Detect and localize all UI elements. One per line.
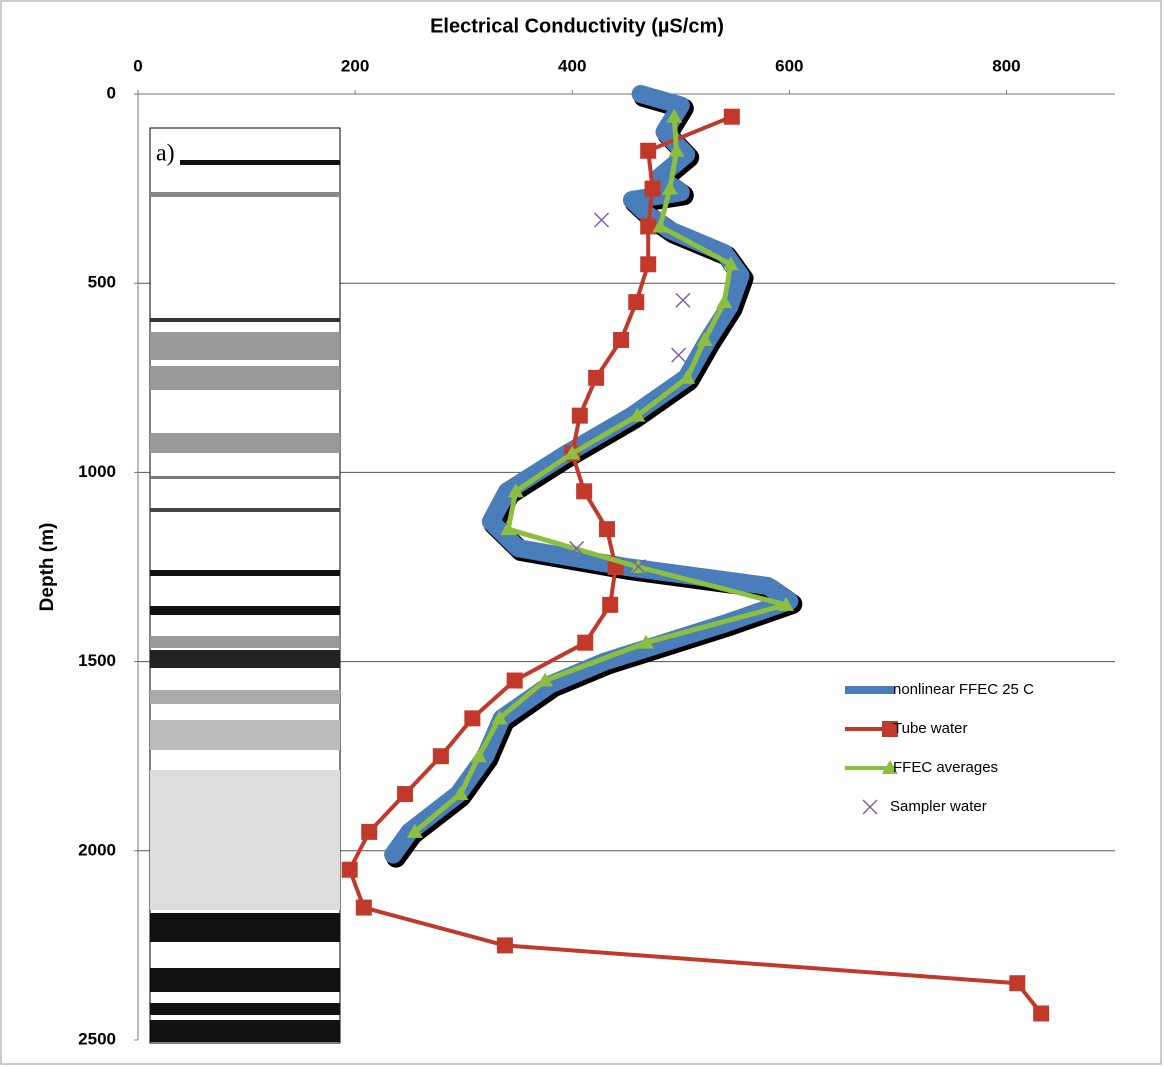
square-marker: [577, 635, 593, 651]
litho-band: [150, 690, 340, 704]
square-marker: [576, 483, 592, 499]
square-marker: [602, 597, 618, 613]
litho-band: [150, 606, 340, 615]
x-tick-label: 400: [558, 56, 586, 75]
x-tick-label: 600: [775, 56, 803, 75]
square-marker: [342, 862, 358, 878]
square-marker: [628, 294, 644, 310]
legend-label: Sampler water: [890, 798, 987, 815]
y-tick-label: 2000: [78, 840, 116, 859]
litho-band: [150, 636, 340, 648]
litho-band: [150, 770, 340, 910]
litho-band: [180, 160, 340, 165]
square-marker: [572, 408, 588, 424]
litho-band: [150, 192, 340, 197]
litho-band: [150, 433, 340, 453]
litho-band: [150, 332, 340, 360]
square-marker: [640, 256, 656, 272]
square-marker: [724, 109, 740, 125]
litho-band: [150, 318, 340, 322]
square-marker: [361, 824, 377, 840]
litho-band: [150, 913, 340, 942]
legend-label: FFEC averages: [893, 759, 998, 776]
litho-band: [150, 476, 340, 479]
y-tick-label: 1500: [78, 651, 116, 670]
litho-band: [150, 968, 340, 992]
chart: Electrical Conductivity (µS/cm) Depth (m…: [0, 0, 1164, 1067]
x-tick-label: 200: [341, 56, 369, 75]
square-marker: [356, 900, 372, 916]
square-marker: [464, 710, 480, 726]
y-tick-label: 0: [107, 83, 116, 102]
x-tick-label: 800: [992, 56, 1020, 75]
panel-label: a): [156, 141, 175, 167]
litho-band: [150, 366, 340, 390]
square-marker: [397, 786, 413, 802]
x-tick-label: 0: [133, 56, 142, 75]
litho-band: [150, 570, 340, 576]
square-marker: [588, 370, 604, 386]
litho-band: [150, 1003, 340, 1015]
square-marker: [640, 143, 656, 159]
square-marker: [645, 181, 661, 197]
y-tick-label: 1000: [78, 462, 116, 481]
y-axis-label: Depth (m): [37, 523, 58, 612]
square-marker: [497, 937, 513, 953]
legend-label: Tube water: [893, 720, 967, 737]
litho-band: [150, 720, 340, 750]
square-marker: [507, 673, 523, 689]
litho-band: [150, 1020, 340, 1042]
legend-label: nonlinear FFEC 25 C: [893, 681, 1034, 698]
chart-title: Electrical Conductivity (µS/cm): [430, 15, 724, 37]
square-marker: [1033, 1006, 1049, 1022]
y-tick-label: 500: [88, 273, 116, 292]
litho-band: [150, 650, 340, 668]
square-marker: [599, 521, 615, 537]
litho-band: [150, 508, 340, 512]
square-marker: [613, 332, 629, 348]
lithology-column: a): [150, 128, 340, 1043]
y-tick-label: 2500: [78, 1029, 116, 1048]
square-marker: [1009, 975, 1025, 991]
square-marker: [433, 748, 449, 764]
